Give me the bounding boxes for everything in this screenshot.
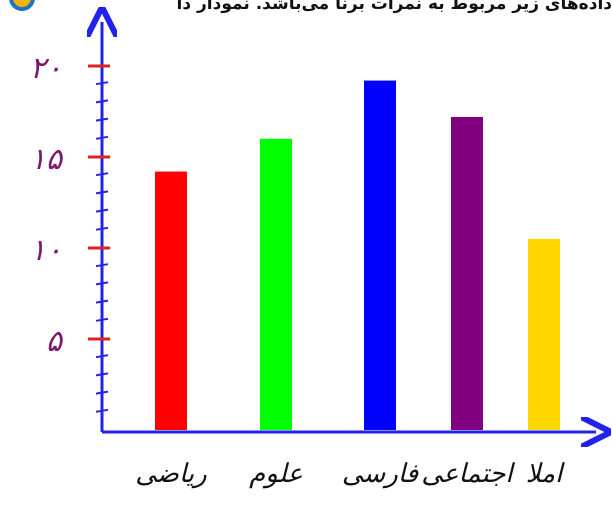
minor-tick [95,190,109,195]
bar-1 [155,171,187,430]
minor-tick [95,208,109,213]
minor-tick [95,263,109,268]
bar-4 [451,116,483,431]
x-category-label-4: اجتماعی [421,459,515,489]
minor-ticks [95,81,109,413]
x-category-label-3: فارسی [342,459,419,489]
bar-2 [260,138,292,431]
minor-tick [95,226,109,231]
minor-tick [95,81,109,86]
minor-tick [95,408,109,413]
minor-tick [95,372,109,377]
y-tick-label-20: ۲۰ [30,51,62,86]
question-header: داده‌های زیر مربوط به نمرات برنا می‌باشد… [176,0,612,14]
y-tick-label-10: ۱۰ [30,233,62,268]
question-badge-icon [4,0,38,14]
minor-tick [95,135,109,140]
x-category-label-2: علوم [249,459,303,489]
minor-tick [95,99,109,104]
x-category-label-1: ریاضی [135,459,207,489]
minor-tick [95,117,109,122]
bar-3 [364,80,396,430]
minor-tick [95,390,109,395]
bars [155,80,560,431]
y-tick-label-5: ۵ [46,324,64,359]
x-category-labels: ریاضی علوم فارسی اجتماعی املا [135,459,565,489]
minor-tick [95,299,109,304]
major-ticks: ۵ ۱۰ ۱۵ ۲۰ [30,51,110,359]
bar-5 [528,238,560,430]
minor-tick [95,317,109,322]
x-category-label-5: املا [526,459,565,489]
minor-tick [95,281,109,286]
minor-tick [95,172,109,177]
y-tick-label-15: ۱۵ [30,142,64,177]
minor-tick [95,354,109,359]
